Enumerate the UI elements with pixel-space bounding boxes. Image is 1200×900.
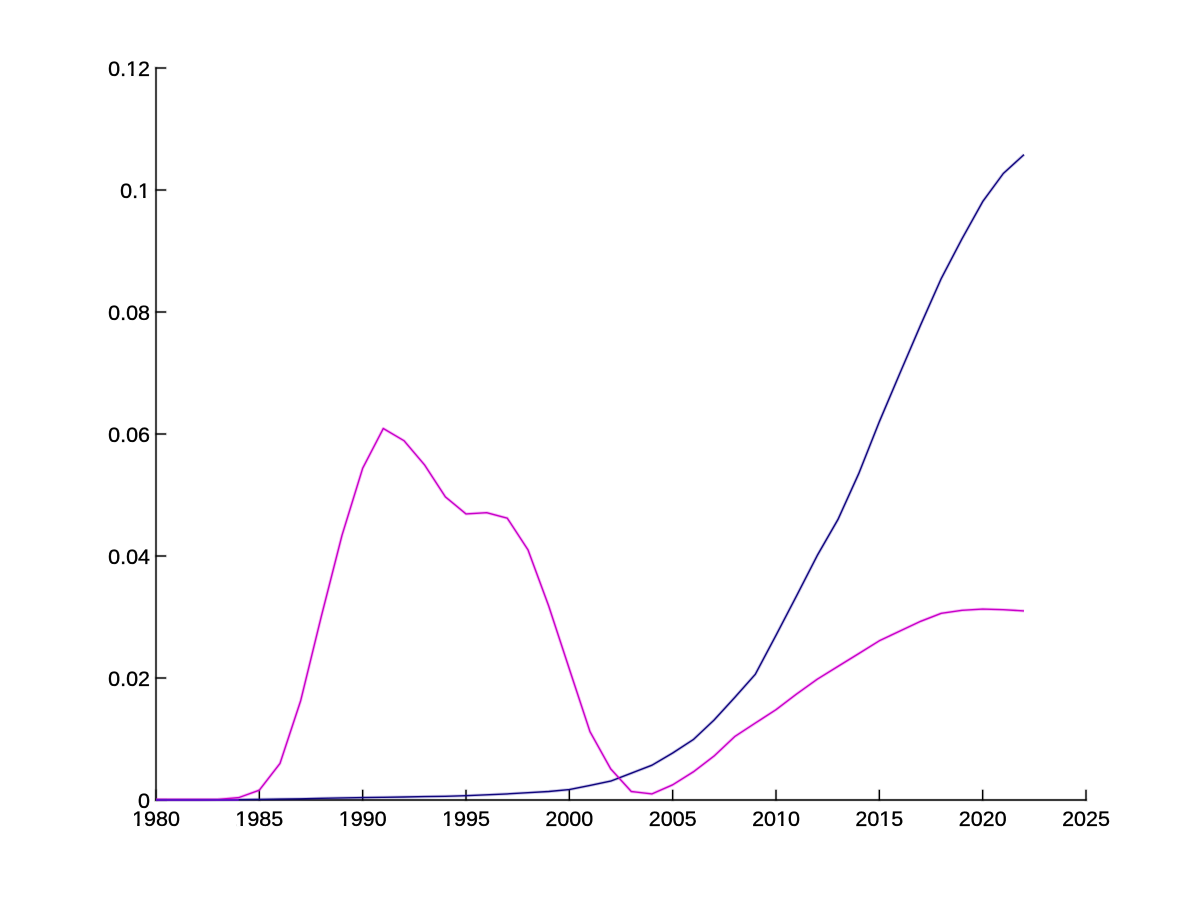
svg-text:1995: 1995 (442, 807, 490, 831)
svg-text:2015: 2015 (855, 807, 903, 831)
svg-text:0.08: 0.08 (108, 301, 150, 325)
svg-text:1985: 1985 (235, 807, 283, 831)
svg-text:1990: 1990 (339, 807, 387, 831)
svg-text:2005: 2005 (649, 807, 697, 831)
svg-text:2020: 2020 (959, 807, 1007, 831)
svg-text:0.06: 0.06 (108, 423, 150, 447)
svg-text:2010: 2010 (752, 807, 800, 831)
svg-text:1980: 1980 (132, 807, 180, 831)
svg-text:2000: 2000 (545, 807, 593, 831)
svg-text:0.1: 0.1 (120, 179, 150, 203)
svg-text:0.04: 0.04 (108, 545, 150, 569)
svg-text:0.12: 0.12 (108, 57, 150, 81)
svg-text:2025: 2025 (1062, 807, 1110, 831)
svg-text:0.02: 0.02 (108, 667, 150, 691)
svg-text:0: 0 (138, 789, 150, 813)
